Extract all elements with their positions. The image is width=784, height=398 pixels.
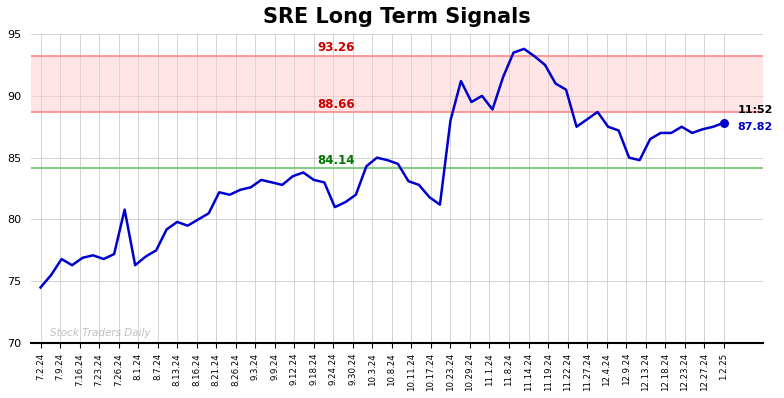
Title: SRE Long Term Signals: SRE Long Term Signals xyxy=(263,7,531,27)
Text: 84.14: 84.14 xyxy=(317,154,354,167)
Text: 93.26: 93.26 xyxy=(317,41,354,54)
Bar xyxy=(31,56,763,112)
Text: 87.82: 87.82 xyxy=(738,121,772,131)
Text: 11:52: 11:52 xyxy=(738,105,773,115)
Point xyxy=(717,120,730,126)
Text: 88.66: 88.66 xyxy=(317,98,354,111)
Text: Stock Traders Daily: Stock Traders Daily xyxy=(50,328,151,338)
